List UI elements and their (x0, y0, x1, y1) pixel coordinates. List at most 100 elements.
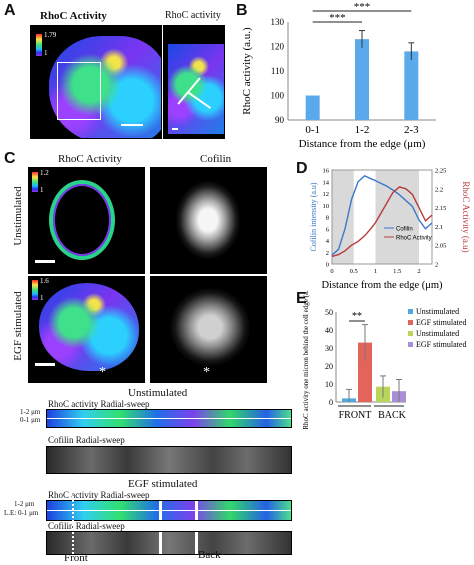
panel-a-cbar-bottom: 1 (44, 49, 48, 57)
b-ytick: 110 (271, 66, 285, 76)
panel-c-unstim-rhoc-image (28, 167, 145, 274)
panel-c-cbar2-bottom: 1 (40, 294, 44, 302)
e-ytick: 0 (329, 398, 333, 407)
d-ytick-right: 2.15 (435, 205, 446, 212)
d-ylabel-right: RhoC Activity (a.u) (461, 181, 471, 252)
sweep-front-label: Front (64, 552, 88, 564)
panel-a-colorbar (36, 34, 42, 56)
d-series-cofilin (331, 175, 433, 256)
d-legend-cofilin: Cofilin (396, 227, 413, 233)
d-shade (332, 170, 354, 264)
e-ytick: 20 (325, 362, 333, 371)
panel-c-letter: C (4, 150, 16, 167)
panel-c-row2-label: EGF stimulated (12, 291, 24, 361)
e-ytick: 10 (325, 380, 333, 389)
d-ytick-left: 14 (323, 179, 330, 186)
d-ytick-left: 8 (326, 215, 329, 222)
d-ylabel-left: Cofilin intensity (a.u) (309, 182, 318, 251)
e-xtick: BACK (378, 410, 407, 421)
d-ytick-right: 2.2 (435, 186, 443, 193)
panel-e-letter: E (296, 290, 307, 307)
e-sig: ** (352, 311, 362, 322)
sweep-unstim-cofilin-strip (46, 446, 292, 474)
e-legend-label: EGF stimulated (416, 318, 466, 327)
sweep-unstim-cofilin-label: Cofilin Radial-sweep (48, 435, 125, 445)
d-xtick: 1.5 (393, 268, 401, 275)
sweep-unstim-heading: Unstimulated (128, 387, 188, 399)
panel-c-row1-label: Unstimulated (12, 186, 24, 246)
panel-c-col2-title: Cofilin (200, 153, 232, 165)
d-xtick: 2 (417, 268, 420, 275)
d-xtick: 0.5 (350, 268, 358, 275)
sweep-egf-row12: 1-2 μm (14, 500, 35, 508)
sweep-unstim-row12: 1-2 μm (20, 408, 41, 416)
d-ytick-left: 12 (323, 191, 330, 198)
d-xtick: 0 (330, 268, 333, 275)
panel-a-title-left: RhoC Activity (40, 10, 107, 22)
panel-a-title-right: RhoC activity (165, 10, 221, 21)
d-ytick-left: 16 (323, 168, 330, 175)
panel-c-cbar2-top: 1.6 (40, 277, 49, 285)
b-bar (404, 51, 419, 120)
sweep-unstim-rhoc-strip (46, 409, 292, 428)
b-sig-short: *** (329, 12, 346, 24)
panel-b-chart: 90 100 110 120 130 0-1 1-2 2-3 *** *** Distance fr… (241, 1, 436, 150)
panel-c-cbar1-top: 1.2 (40, 169, 49, 177)
sweep-unstim-rhoc-label: RhoC activity Radial-sweep (48, 399, 150, 409)
b-ytick: 100 (271, 91, 285, 101)
panel-c-egf-cofilin-image: * (150, 276, 267, 383)
sweep-egf-rowle: L.E: 0-1 μm (4, 509, 39, 517)
e-ytick: 30 (325, 344, 333, 353)
b-sig-long: *** (354, 1, 371, 13)
panel-c-colorbar-2 (32, 280, 38, 300)
panel-d-letter: D (296, 160, 308, 177)
d-ytick-right: 2.1 (435, 224, 443, 231)
sweep-back-label: Back (198, 549, 221, 561)
e-bar (358, 342, 372, 402)
d-xtick: 1 (374, 268, 377, 275)
e-xtick: FRONT (339, 410, 372, 421)
panel-c-asterisk-1: * (99, 365, 106, 380)
panel-c-colorbar-1 (32, 172, 38, 192)
b-ylabel: RhoC activity (a.u.) (241, 27, 253, 115)
panel-c-egf-rhoc-image: * (28, 276, 145, 383)
d-ytick-left: 10 (323, 203, 330, 210)
d-ytick-right: 2 (435, 262, 438, 269)
d-legend-rhoc: RhoC Activity (396, 236, 432, 242)
d-ytick-left: 4 (326, 238, 330, 245)
e-legend-swatch (408, 320, 413, 325)
d-xlabel: Distance from the edge (μm) (321, 280, 443, 291)
d-shade (375, 170, 419, 264)
e-legend-label: EGF stimulated (416, 340, 466, 349)
panel-a-letter: A (4, 2, 16, 19)
e-ylabel: RhoC activity one micron behind the cell… (302, 290, 310, 430)
panel-b-letter: B (236, 2, 248, 19)
panel-c-asterisk-2: * (203, 365, 210, 380)
panel-a-image-zoom (163, 25, 225, 139)
panel-d-chart: 0 2 4 6 8 10 12 14 16 2 2.05 2.1 2.15 2.2 2.25 0 0.5 1 1.5… (309, 168, 471, 292)
panel-e-chart: 0 10 20 30 40 50 ** FRONT BACK Unstimulated EGF st… (302, 290, 466, 430)
d-series-rhoc (331, 186, 433, 258)
d-ytick-left: 6 (326, 226, 330, 233)
panel-c-col1-title: RhoC Activity (58, 153, 122, 165)
b-ytick: 130 (271, 17, 285, 27)
d-ytick-right: 2.05 (435, 243, 446, 250)
d-ytick-left: 2 (326, 250, 329, 257)
sweep-egf-rhoc-strip (46, 500, 292, 521)
b-xlabel: Distance from the edge (μm) (299, 138, 426, 150)
b-ytick: 90 (275, 115, 285, 125)
panel-c-unstim-cofilin-image (150, 167, 267, 274)
e-legend-label: Unstimulated (416, 307, 459, 316)
d-ytick-left: 0 (326, 262, 329, 269)
sweep-unstim-row01: 0-1 μm (20, 416, 41, 424)
sweep-egf-rhoc-label: RhoC activity Radial-sweep (48, 490, 150, 500)
sweep-egf-heading: EGF stimulated (128, 478, 198, 490)
e-legend-swatch (408, 342, 413, 347)
e-legend-label: Unstimulated (416, 329, 459, 338)
sweep-egf-cofilin-strip (46, 531, 292, 555)
b-ytick: 120 (271, 42, 285, 52)
sweep-front-marker (72, 496, 74, 554)
panel-a-cbar-top: 1.79 (44, 31, 57, 39)
d-ytick-right: 2.25 (435, 168, 446, 175)
b-xtick: 0-1 (305, 124, 320, 136)
